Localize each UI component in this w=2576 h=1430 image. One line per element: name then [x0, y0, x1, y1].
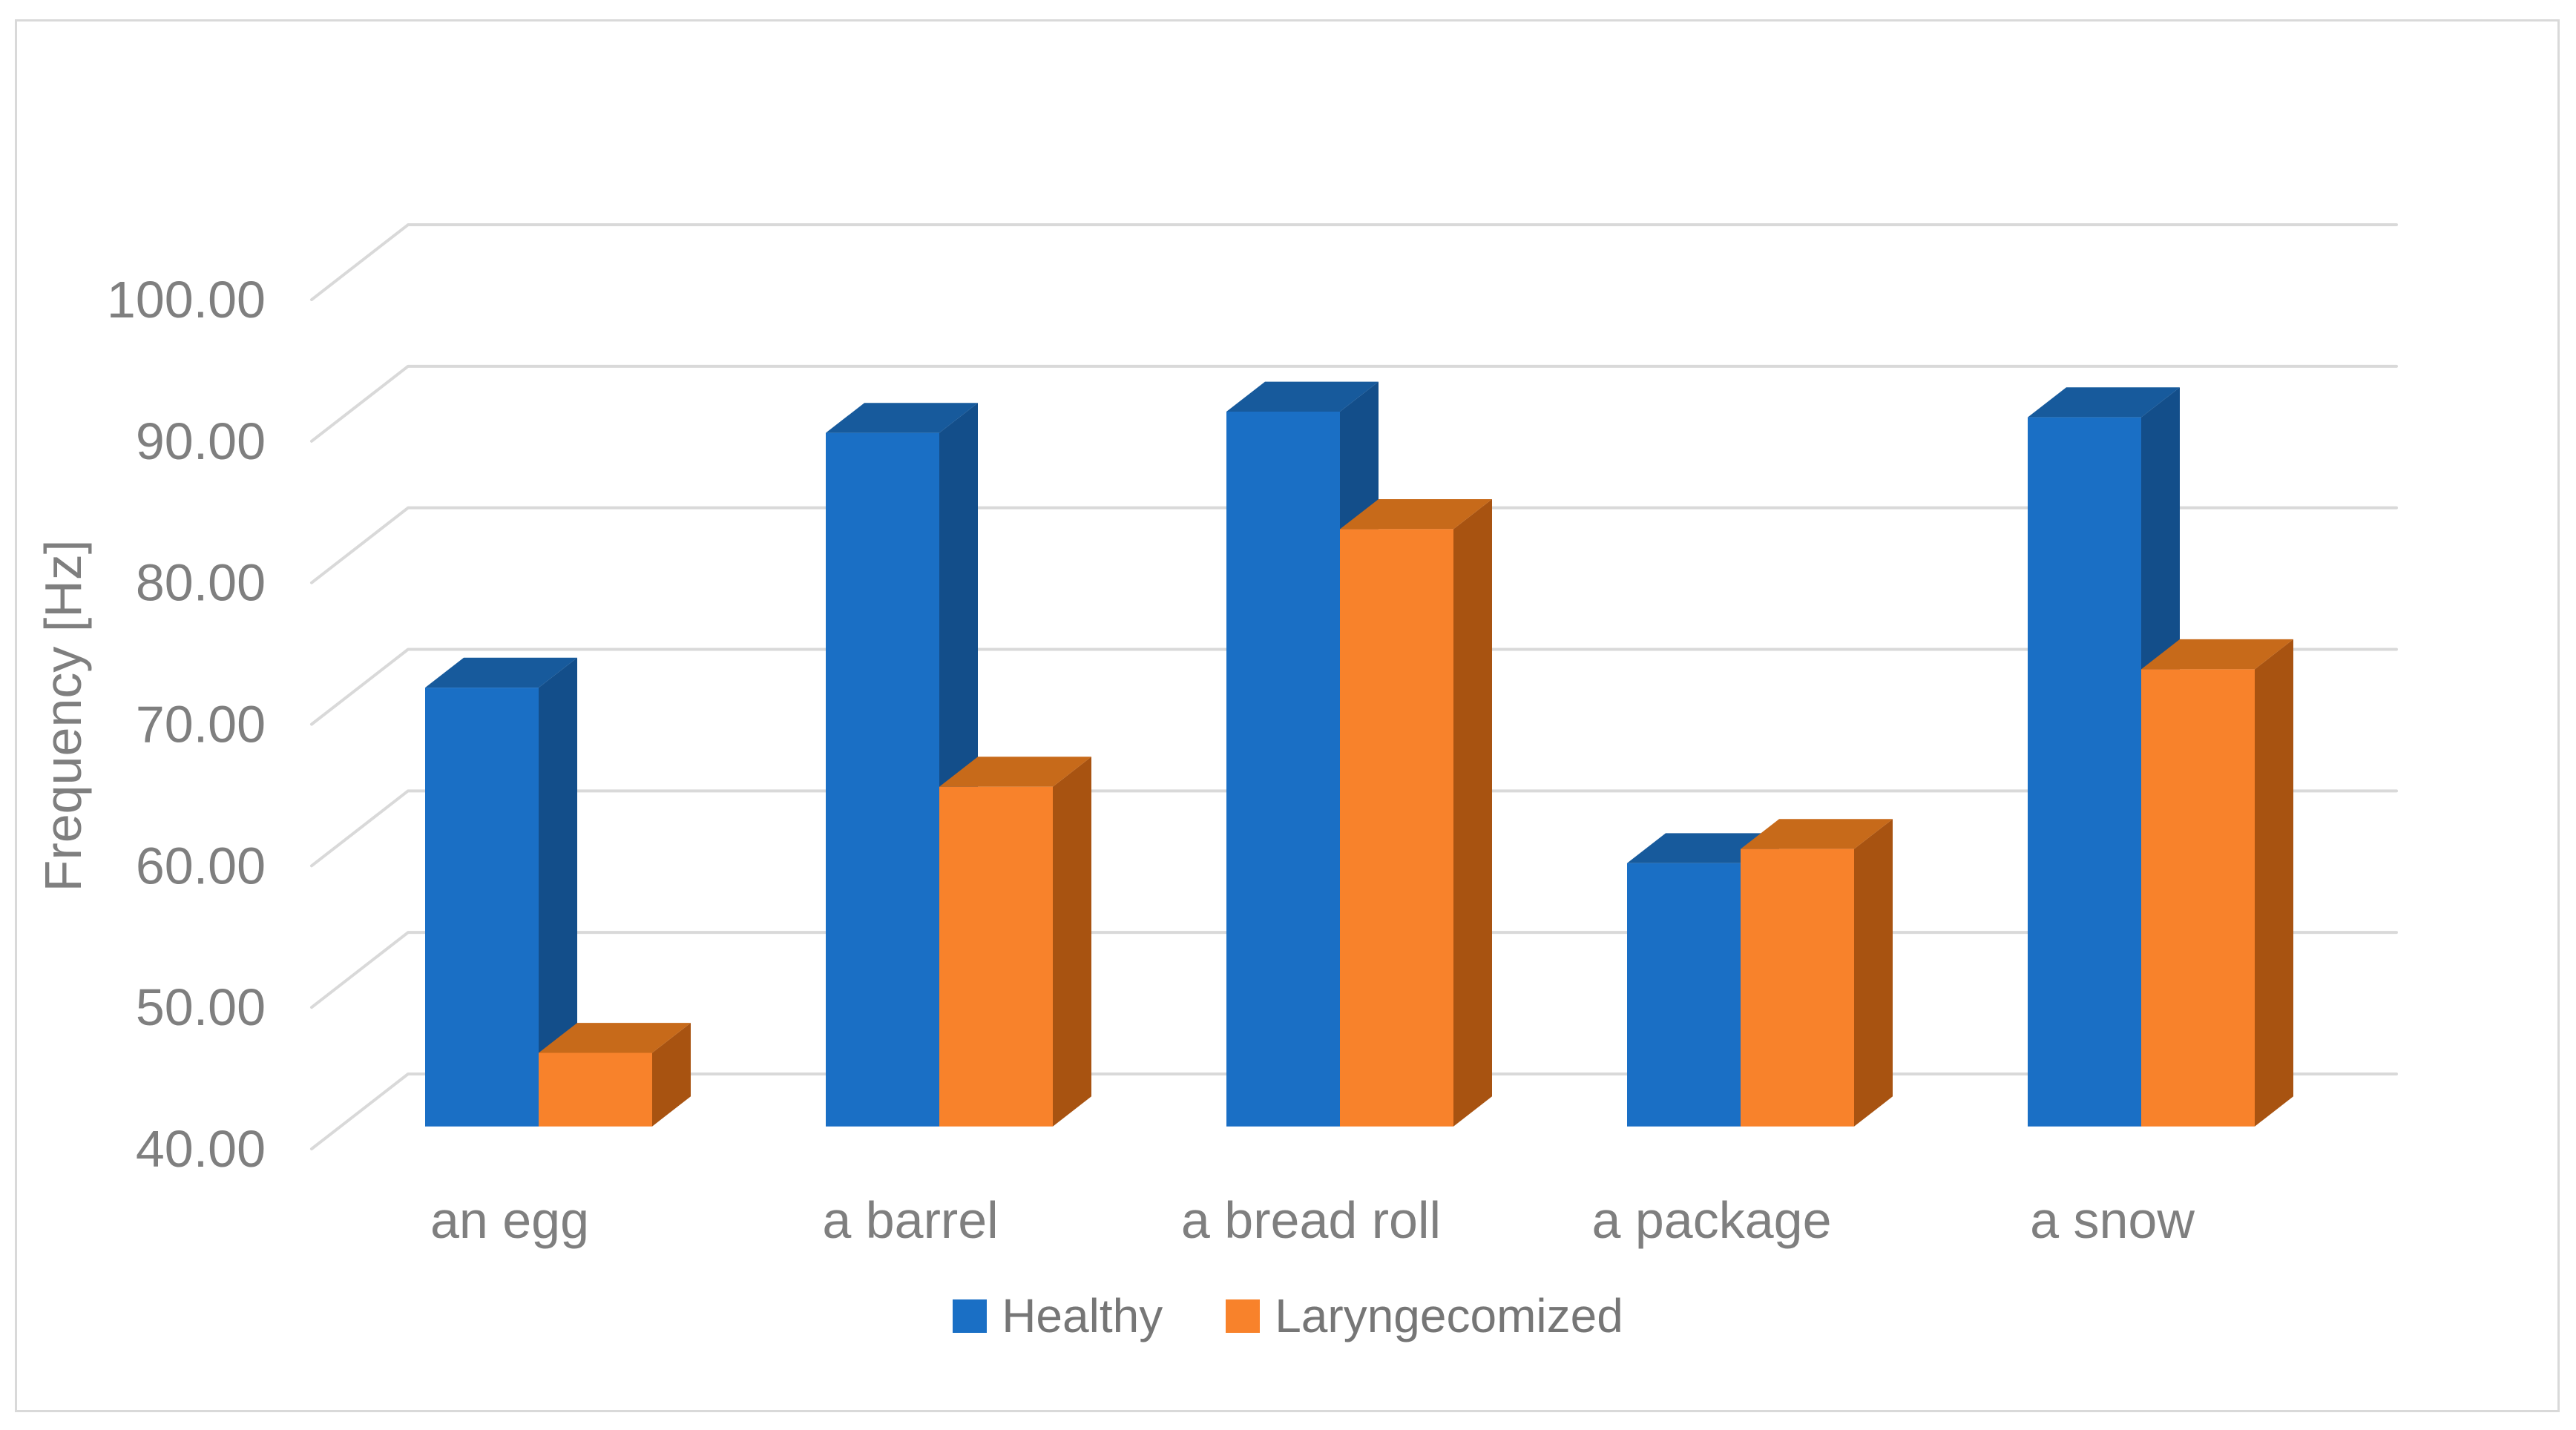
- bar-side-face: [652, 1023, 691, 1127]
- category-label: a snow: [2030, 1191, 2195, 1249]
- bar-top-face: [425, 657, 577, 688]
- bar-front-face: [1741, 849, 1854, 1127]
- y-axis-tick-labels: 40.00 50.00 60.00 70.00 80.00 90.00 100.00: [107, 271, 266, 1178]
- bar-side-face: [1453, 498, 1492, 1127]
- bar-front-face: [1226, 412, 1340, 1127]
- bar-front-face: [425, 688, 539, 1127]
- bar-front-face: [1340, 529, 1453, 1127]
- legend-item-laryngecomized: Laryngecomized: [1226, 1292, 1623, 1340]
- bar-laryngecomized-a-snow: [2141, 639, 2293, 1127]
- bar-top-face: [1226, 381, 1379, 412]
- y-axis-title: Frequency [Hz]: [34, 540, 92, 892]
- bar-side-face: [1854, 819, 1893, 1127]
- legend-label-laryngecomized: Laryngecomized: [1275, 1289, 1623, 1342]
- category-label: a package: [1591, 1191, 1831, 1249]
- bar-front-face: [2141, 669, 2255, 1127]
- bar-side-face: [539, 657, 577, 1127]
- bar-front-face: [1627, 863, 1741, 1127]
- y-axis-title-group: Frequency [Hz]: [34, 540, 92, 892]
- legend-swatch-laryngecomized: [1226, 1299, 1261, 1333]
- bar-side-face: [1053, 757, 1091, 1127]
- bar-front-face: [826, 432, 939, 1127]
- bar-top-face: [2141, 639, 2293, 670]
- bar-top-face: [939, 757, 1091, 787]
- bar-top-face: [1340, 498, 1492, 530]
- y-tick-label: 80.00: [136, 554, 266, 612]
- category-label: an egg: [430, 1191, 589, 1249]
- bar-top-face: [539, 1023, 691, 1053]
- bar-front-face: [939, 786, 1053, 1127]
- bar-healthy-an-egg: [425, 657, 577, 1127]
- bar-laryngecomized-a-barrel: [939, 757, 1091, 1127]
- bar-laryngecomized-an-egg: [539, 1023, 691, 1127]
- y-tick-label: 50.00: [136, 978, 266, 1036]
- legend-label-healthy: Healthy: [1002, 1289, 1163, 1342]
- gridline: [310, 789, 2398, 868]
- legend: Healthy Laryngecomized: [0, 1292, 2576, 1340]
- gridline: [310, 648, 2398, 726]
- y-tick-label: 90.00: [136, 412, 266, 470]
- bar-top-face: [826, 403, 978, 433]
- y-tick-label: 100.00: [107, 271, 266, 329]
- legend-item-healthy: Healthy: [953, 1292, 1163, 1340]
- bar-top-face: [1741, 819, 1893, 849]
- category-label: a barrel: [822, 1191, 998, 1249]
- y-tick-label: 60.00: [136, 837, 266, 894]
- bar-front-face: [2028, 417, 2141, 1127]
- category-label: a bread roll: [1181, 1191, 1441, 1249]
- y-tick-label: 40.00: [136, 1120, 266, 1178]
- bar-side-face: [2255, 639, 2293, 1127]
- bar-top-face: [2028, 387, 2180, 418]
- bar-front-face: [539, 1052, 652, 1127]
- category-labels-group: an egg a barrel a bread roll a package a sno…: [430, 1191, 2195, 1249]
- gridline: [310, 506, 2398, 584]
- legend-swatch-healthy: [953, 1299, 988, 1333]
- bar-laryngecomized-a-bread-roll: [1340, 498, 1492, 1127]
- bars-group: [425, 381, 2293, 1127]
- y-tick-label: 70.00: [136, 696, 266, 754]
- gridline: [310, 223, 2398, 302]
- bar-laryngecomized-a-package: [1741, 819, 1893, 1127]
- gridline: [310, 364, 2398, 443]
